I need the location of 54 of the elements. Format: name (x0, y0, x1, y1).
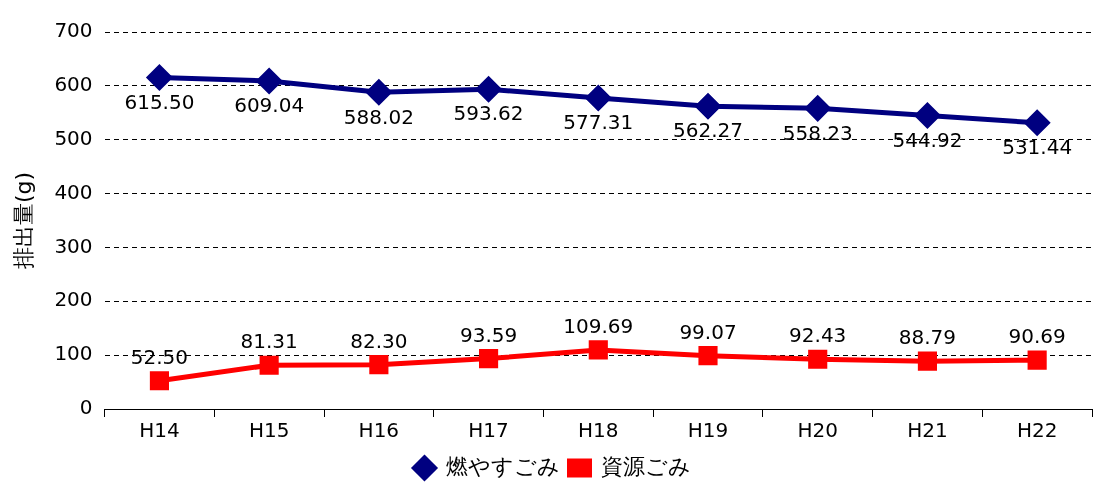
data-label: 90.69 (1008, 324, 1066, 349)
point (476, 76, 502, 102)
x-tick-label: H14 (139, 418, 180, 443)
point (808, 349, 828, 369)
x-tick-label: H15 (248, 418, 290, 443)
data-label: 562.27 (673, 118, 743, 143)
point (369, 355, 389, 375)
point (805, 95, 831, 121)
data-label: 588.02 (343, 104, 414, 129)
point (366, 79, 392, 105)
point (585, 85, 611, 111)
point (149, 371, 169, 391)
legend-label: 燃やすごみ (445, 453, 560, 479)
data-label: 88.79 (898, 325, 957, 350)
data-label: 531.44 (1002, 134, 1073, 159)
point (1027, 350, 1047, 370)
data-label: 93.59 (459, 322, 518, 347)
point (259, 355, 279, 375)
data-label: 615.50 (124, 89, 195, 114)
y-tick-label: 200 (54, 287, 93, 312)
data-label: 577.31 (563, 110, 634, 135)
y-tick-label: 0 (79, 395, 93, 420)
x-tick-label: H21 (907, 418, 948, 443)
data-label: 544.92 (892, 127, 963, 152)
data-label: 81.31 (240, 329, 298, 354)
point (1024, 110, 1050, 136)
point (914, 103, 940, 129)
point (479, 349, 499, 369)
point (256, 68, 282, 94)
data-label: 99.07 (679, 319, 737, 344)
point (588, 340, 608, 360)
point (695, 93, 721, 119)
y-tick-label: 600 (54, 72, 93, 97)
point (146, 65, 172, 91)
x-tick-label: H19 (687, 418, 729, 443)
x-tick-label: H18 (578, 418, 619, 443)
x-tick-label: H20 (797, 418, 838, 443)
x-tick-label: H16 (358, 418, 400, 443)
data-label: 92.43 (789, 323, 847, 348)
point (698, 346, 718, 366)
data-label: 609.04 (234, 93, 305, 118)
y-tick-label: 300 (54, 233, 93, 258)
legend-label: 資源ごみ (600, 453, 691, 479)
data-label: 593.62 (453, 101, 524, 126)
y-tick-label: 500 (54, 125, 93, 150)
data-label: 82.30 (350, 328, 408, 353)
y-tick-label: 100 (54, 341, 93, 366)
data-label: 109.69 (563, 314, 634, 339)
y-tick-label: 400 (54, 179, 93, 204)
y-tick-label: 700 (54, 18, 93, 43)
x-tick-label: H22 (1016, 418, 1058, 443)
point (917, 351, 937, 371)
x-tick-label: H17 (468, 418, 509, 443)
y-axis-title: 排出量(g) (10, 171, 36, 270)
